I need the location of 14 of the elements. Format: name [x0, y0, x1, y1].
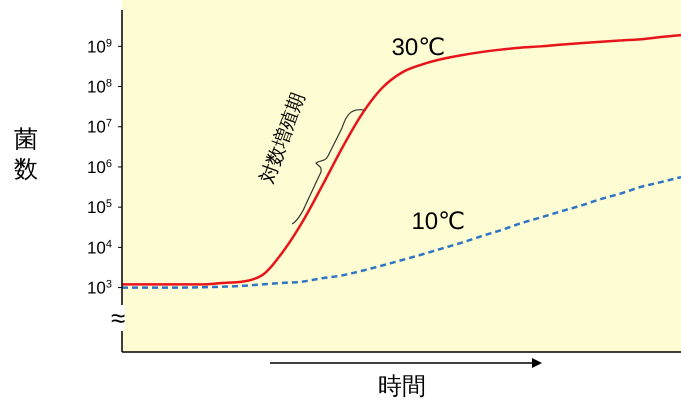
x-axis-title: 時間	[378, 372, 426, 401]
y-tick-label: 10$^{3}$	[86, 278, 112, 298]
y-axis-title: 菌数	[13, 125, 39, 185]
y-tick-label: 10$^{4}$	[86, 238, 112, 258]
y-tick-label: 10$^{6}$	[86, 158, 112, 177]
annotation: ≈	[111, 303, 126, 333]
annotation: 対数増殖期	[256, 88, 310, 188]
y-tick-label: 10$^{8}$	[86, 78, 112, 97]
y-tick-label: 10$^{7}$	[86, 118, 112, 137]
y-tick-label: 10$^{5}$	[86, 198, 112, 218]
series-label: 10℃	[411, 206, 466, 236]
series-label: 30℃	[392, 32, 446, 62]
y-tick-label: 10$^{9}$	[86, 37, 112, 56]
line-series	[120, 34, 681, 286]
